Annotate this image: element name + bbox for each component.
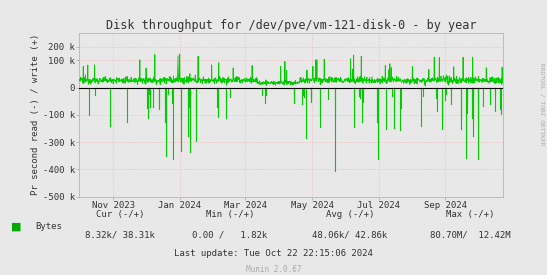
Text: Min (-/+): Min (-/+) — [206, 210, 254, 219]
Y-axis label: Pr second read (-) / write (+): Pr second read (-) / write (+) — [31, 34, 40, 196]
Text: Munin 2.0.67: Munin 2.0.67 — [246, 265, 301, 274]
Text: Max (-/+): Max (-/+) — [446, 210, 494, 219]
Text: Last update: Tue Oct 22 22:15:06 2024: Last update: Tue Oct 22 22:15:06 2024 — [174, 249, 373, 258]
Title: Disk throughput for /dev/pve/vm-121-disk-0 - by year: Disk throughput for /dev/pve/vm-121-disk… — [106, 19, 476, 32]
Text: RRDTOOL / TOBI OETIKER: RRDTOOL / TOBI OETIKER — [539, 63, 544, 146]
Text: Cur (-/+): Cur (-/+) — [96, 210, 144, 219]
Text: 80.70M/  12.42M: 80.70M/ 12.42M — [430, 231, 511, 240]
Text: Bytes: Bytes — [36, 222, 62, 231]
Text: Avg (-/+): Avg (-/+) — [326, 210, 374, 219]
Text: 8.32k/ 38.31k: 8.32k/ 38.31k — [85, 231, 155, 240]
Text: 48.06k/ 42.86k: 48.06k/ 42.86k — [312, 231, 388, 240]
Text: ■: ■ — [11, 222, 21, 232]
Text: 0.00 /   1.82k: 0.00 / 1.82k — [192, 231, 267, 240]
